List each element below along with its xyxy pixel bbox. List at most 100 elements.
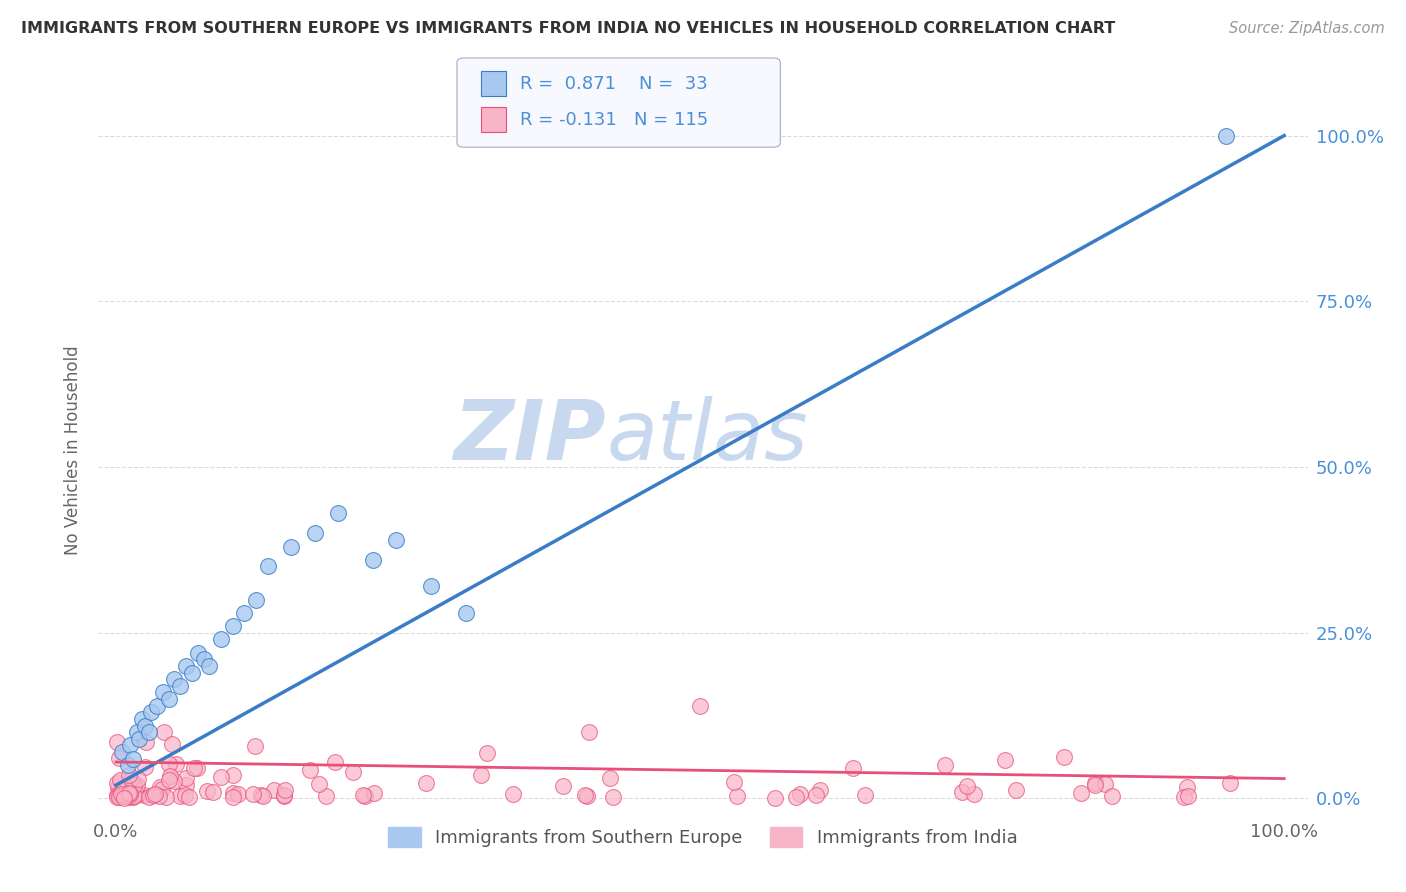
Point	[177, 789, 200, 804]
Point	[125, 725, 148, 739]
Point	[842, 761, 865, 775]
Point	[169, 789, 191, 803]
Point	[475, 746, 498, 760]
Point	[118, 789, 141, 803]
Point	[186, 761, 208, 775]
Point	[1219, 776, 1241, 790]
Point	[159, 768, 181, 782]
Point	[1101, 789, 1123, 804]
Point	[111, 745, 134, 759]
Point	[323, 755, 346, 769]
Point	[273, 789, 295, 803]
Text: atlas: atlas	[606, 395, 808, 476]
Point	[361, 553, 384, 567]
Text: R = -0.131   N = 115: R = -0.131 N = 115	[520, 111, 709, 128]
Point	[456, 606, 478, 620]
Point	[689, 698, 711, 713]
Point	[1173, 790, 1195, 805]
Point	[150, 781, 173, 796]
Point	[263, 782, 285, 797]
Point	[1215, 128, 1237, 143]
Point	[108, 773, 131, 788]
Point	[785, 789, 807, 804]
Point	[117, 758, 139, 772]
Point	[108, 790, 131, 805]
Point	[157, 757, 180, 772]
Point	[160, 737, 183, 751]
Point	[602, 790, 624, 805]
Point	[576, 789, 599, 803]
Point	[163, 774, 186, 789]
Point	[723, 775, 745, 789]
Point	[117, 790, 139, 805]
Point	[111, 789, 134, 804]
Point	[804, 788, 827, 802]
Point	[952, 785, 974, 799]
Point	[165, 757, 187, 772]
Point	[221, 768, 243, 782]
Point	[725, 789, 748, 804]
Point	[252, 789, 274, 803]
Point	[153, 725, 176, 739]
Point	[1094, 777, 1116, 791]
Point	[107, 780, 129, 794]
Point	[963, 787, 986, 801]
Point	[112, 790, 135, 805]
Point	[193, 652, 215, 666]
Point	[146, 698, 169, 713]
Point	[105, 790, 128, 805]
Point	[174, 788, 197, 802]
Point	[127, 772, 149, 786]
Point	[183, 761, 205, 775]
Point	[118, 787, 141, 801]
Point	[174, 659, 197, 673]
Point	[1084, 776, 1107, 790]
Point	[121, 789, 143, 804]
Point	[1052, 750, 1074, 764]
Point	[118, 739, 141, 753]
Point	[273, 789, 295, 803]
Point	[108, 789, 131, 803]
Point	[1070, 786, 1092, 800]
Point	[134, 788, 156, 802]
Point	[105, 776, 128, 790]
Point	[599, 771, 621, 785]
Point	[138, 789, 160, 804]
Text: Source: ZipAtlas.com: Source: ZipAtlas.com	[1229, 21, 1385, 36]
Point	[242, 787, 264, 801]
Point	[120, 772, 142, 786]
Point	[308, 777, 330, 791]
Point	[222, 790, 245, 805]
Point	[134, 718, 156, 732]
Point	[131, 712, 153, 726]
Point	[187, 646, 209, 660]
Point	[135, 735, 157, 749]
Point	[256, 559, 278, 574]
Point	[1175, 780, 1198, 795]
Point	[354, 789, 377, 804]
Point	[420, 579, 443, 593]
Point	[110, 787, 132, 801]
Point	[195, 784, 218, 798]
Y-axis label: No Vehicles in Household: No Vehicles in Household	[65, 345, 83, 556]
Point	[134, 760, 156, 774]
Point	[127, 787, 149, 801]
Point	[853, 789, 876, 803]
Point	[107, 788, 129, 802]
Point	[105, 735, 128, 749]
Point	[149, 780, 172, 795]
Point	[1084, 778, 1107, 792]
Point	[415, 776, 437, 790]
Point	[128, 731, 150, 746]
Point	[1177, 789, 1199, 803]
Text: R =  0.871    N =  33: R = 0.871 N = 33	[520, 75, 709, 93]
Point	[122, 789, 145, 804]
Point	[808, 783, 831, 797]
Point	[152, 685, 174, 699]
Point	[574, 788, 596, 802]
Point	[209, 632, 232, 647]
Point	[122, 752, 145, 766]
Point	[502, 787, 524, 801]
Point	[315, 789, 337, 803]
Point	[226, 787, 249, 801]
